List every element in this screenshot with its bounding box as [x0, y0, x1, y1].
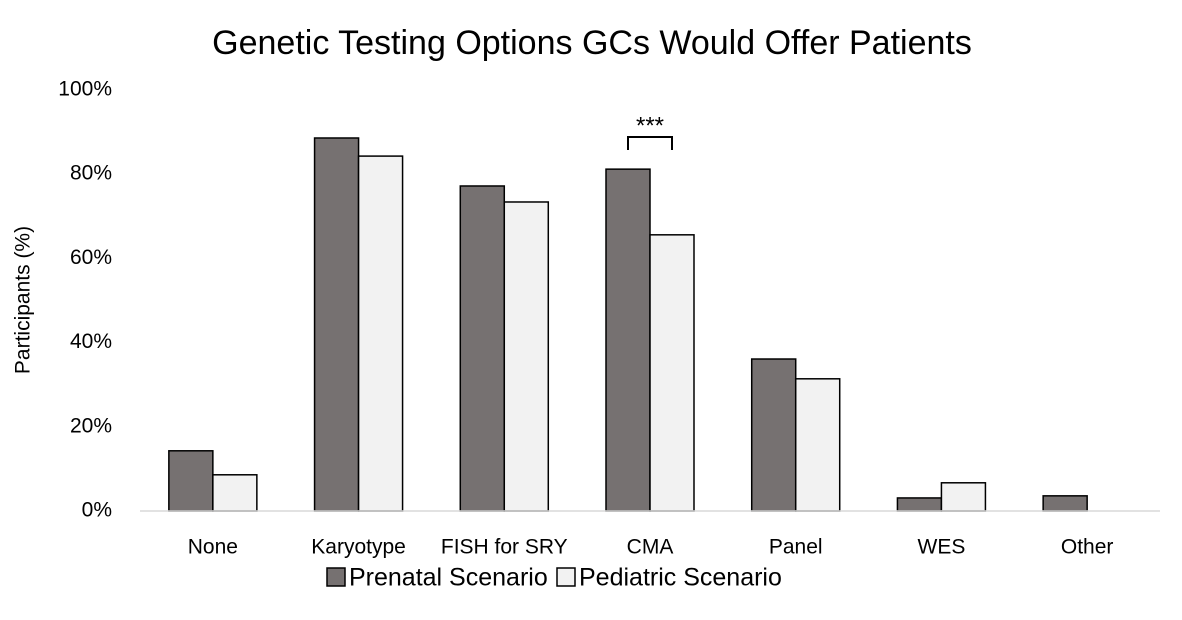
bar	[357, 155, 404, 512]
y-tick-label: 20%	[70, 414, 112, 437]
x-tick-label: Karyotype	[311, 536, 406, 559]
bar	[459, 185, 506, 512]
bar	[212, 474, 258, 512]
x-tick-label: Panel	[769, 536, 823, 559]
bar	[168, 450, 214, 512]
x-tick-label: None	[188, 536, 238, 559]
y-tick-label: 60%	[70, 246, 112, 269]
y-tick-label: 40%	[70, 330, 112, 353]
legend-label: Prenatal Scenario	[349, 564, 548, 592]
bar	[605, 168, 651, 512]
y-tick-label: 100%	[58, 78, 112, 101]
bar	[940, 482, 987, 512]
legend-swatch	[556, 567, 576, 587]
annotation: ***	[636, 112, 664, 139]
bar	[896, 497, 943, 512]
y-axis-label: Participants (%)	[12, 226, 35, 374]
legend-swatch	[326, 567, 346, 587]
x-tick-label: CMA	[627, 536, 674, 559]
bar	[313, 137, 360, 512]
x-tick-label: Other	[1061, 536, 1114, 559]
bar	[503, 201, 550, 512]
y-tick-label: 80%	[70, 162, 112, 185]
legend-label: Pediatric Scenario	[579, 564, 782, 592]
bar	[649, 234, 695, 512]
x-tick-label: WES	[918, 536, 966, 559]
annotation-bracket	[627, 136, 673, 150]
bar	[1042, 495, 1088, 512]
y-tick-label: 0%	[82, 499, 112, 522]
bar	[750, 358, 797, 512]
chart-title: Genetic Testing Options GCs Would Offer …	[212, 24, 972, 62]
x-tick-label: FISH for SRY	[441, 536, 568, 559]
bar	[794, 378, 841, 512]
